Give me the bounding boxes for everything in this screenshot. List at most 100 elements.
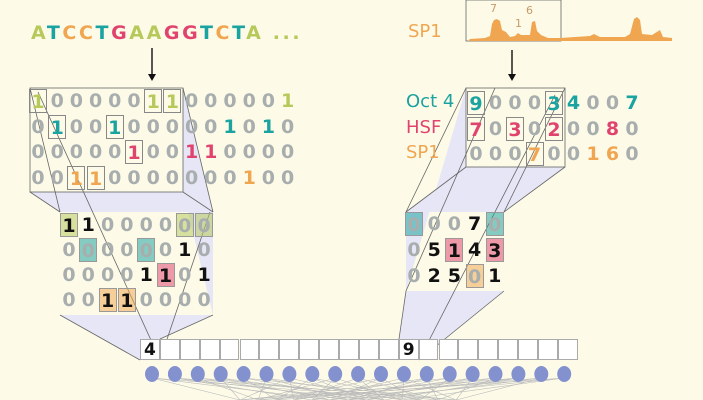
filter-cell: 1 bbox=[60, 213, 78, 237]
connection-line bbox=[329, 377, 450, 400]
chip-cell: 0 bbox=[586, 92, 600, 114]
onehot-cell: 0 bbox=[280, 141, 295, 164]
filter-cell: 0 bbox=[175, 213, 194, 237]
onehot-cell: 0 bbox=[184, 115, 199, 138]
feature-map-cell bbox=[418, 339, 439, 360]
chip-cell: 6 bbox=[605, 143, 620, 165]
connection-line bbox=[293, 377, 359, 400]
chip-cell: 0 bbox=[625, 143, 639, 165]
onehot-cell: 0 bbox=[88, 90, 103, 112]
filter-cell: 0 bbox=[178, 289, 192, 311]
filter-cell: 0 bbox=[100, 214, 115, 236]
onehot-cell: 0 bbox=[280, 167, 295, 190]
chip-cell: 0 bbox=[508, 143, 522, 165]
filter-cell: 2 bbox=[427, 265, 441, 287]
dna-sequence: ATCCTGAAGGTCTA ... bbox=[31, 22, 302, 44]
filter-cell: 1 bbox=[488, 265, 502, 287]
filter-cell: 0 bbox=[158, 289, 173, 311]
filter-cell: 0 bbox=[81, 264, 95, 286]
factor-label: HSF bbox=[406, 116, 442, 138]
feature-map-cell bbox=[518, 339, 538, 360]
filter-cell: 0 bbox=[139, 289, 153, 311]
chip-cell: 0 bbox=[527, 92, 542, 114]
chip-window-frame bbox=[465, 87, 566, 168]
arrow-down-icon bbox=[148, 48, 156, 81]
onehot-cell: 0 bbox=[204, 90, 218, 112]
onehot-cell: 0 bbox=[50, 141, 64, 164]
hidden-node bbox=[511, 366, 526, 382]
connection-line bbox=[311, 377, 473, 400]
peak-label: 6 bbox=[526, 4, 533, 17]
chip-cell: 3 bbox=[545, 91, 563, 115]
onehot-cell: 0 bbox=[261, 167, 275, 190]
hidden-node bbox=[419, 366, 434, 382]
chip-cell: 0 bbox=[605, 92, 620, 114]
filter-cell: 0 bbox=[62, 239, 76, 261]
onehot-cell: 0 bbox=[31, 141, 45, 164]
feature-map-cell bbox=[438, 339, 459, 360]
onehot-cell: 0 bbox=[127, 115, 141, 138]
base-C: C bbox=[215, 22, 233, 44]
feature-map-cell bbox=[498, 339, 519, 360]
connection-line bbox=[151, 377, 241, 400]
onehot-cell: 1 bbox=[144, 89, 163, 113]
onehot-cell: 0 bbox=[88, 115, 103, 138]
filter-cell: 0 bbox=[120, 214, 134, 236]
filter-cell: 0 bbox=[427, 213, 441, 235]
filter-cell: 0 bbox=[120, 239, 134, 261]
onehot-cell: 0 bbox=[31, 167, 45, 190]
base-T: T bbox=[95, 22, 112, 44]
filter-cell: 0 bbox=[407, 239, 421, 261]
hidden-node bbox=[167, 366, 182, 382]
base-T: T bbox=[46, 22, 63, 44]
filter-cell: 0 bbox=[197, 289, 211, 311]
connection-line bbox=[239, 377, 450, 400]
onehot-cell: 0 bbox=[69, 141, 83, 164]
feature-map-cell bbox=[458, 339, 479, 360]
base-T: T bbox=[232, 22, 247, 44]
connection-line bbox=[239, 377, 290, 400]
hidden-node bbox=[374, 366, 388, 382]
network-connections bbox=[151, 377, 565, 400]
hidden-node bbox=[396, 366, 411, 382]
filter-cell: 0 bbox=[81, 289, 95, 311]
filter-cell: 0 bbox=[137, 238, 156, 262]
filter-cell: 0 bbox=[62, 264, 76, 286]
connection-line bbox=[243, 377, 367, 400]
filter-cell: 7 bbox=[467, 213, 482, 235]
chip-cell: 7 bbox=[525, 142, 544, 166]
onehot-cell: 1 bbox=[105, 114, 124, 139]
onehot-cell: 0 bbox=[223, 167, 237, 190]
onehot-cell: 0 bbox=[31, 115, 45, 138]
connection-line bbox=[266, 377, 349, 400]
onehot-cell: 0 bbox=[165, 115, 179, 138]
onehot-cell: 1 bbox=[204, 141, 218, 164]
filter-cell: 0 bbox=[178, 264, 192, 286]
hidden-node bbox=[557, 366, 572, 382]
onehot-cell: 0 bbox=[127, 90, 141, 112]
hidden-node bbox=[534, 366, 549, 382]
filter-cell: 1 bbox=[139, 264, 153, 286]
onehot-cell: 0 bbox=[50, 167, 64, 190]
onehot-cell: 0 bbox=[223, 90, 237, 112]
filter-cell: 0 bbox=[197, 239, 211, 261]
projection-panel-left-strip bbox=[60, 315, 213, 360]
filter-cell: 0 bbox=[158, 214, 173, 236]
hidden-node bbox=[351, 366, 366, 382]
filter-cell: 1 bbox=[445, 238, 464, 262]
chip-cell: 3 bbox=[506, 116, 524, 141]
filter-cell: 1 bbox=[117, 288, 136, 312]
feature-map-cell bbox=[179, 339, 200, 360]
filter-cell: 0 bbox=[485, 212, 504, 236]
feature-map-cell bbox=[478, 339, 499, 360]
feature-map-cell bbox=[299, 339, 320, 360]
onehot-cell: 0 bbox=[108, 141, 122, 164]
chip-signal-track bbox=[468, 17, 672, 41]
chip-cell: 0 bbox=[625, 117, 639, 140]
connection-line bbox=[401, 377, 565, 400]
chip-cell: 0 bbox=[547, 143, 561, 165]
onehot-cell: 0 bbox=[165, 167, 179, 190]
filter-cell: 0 bbox=[79, 238, 98, 262]
feature-map-cell bbox=[319, 339, 339, 360]
